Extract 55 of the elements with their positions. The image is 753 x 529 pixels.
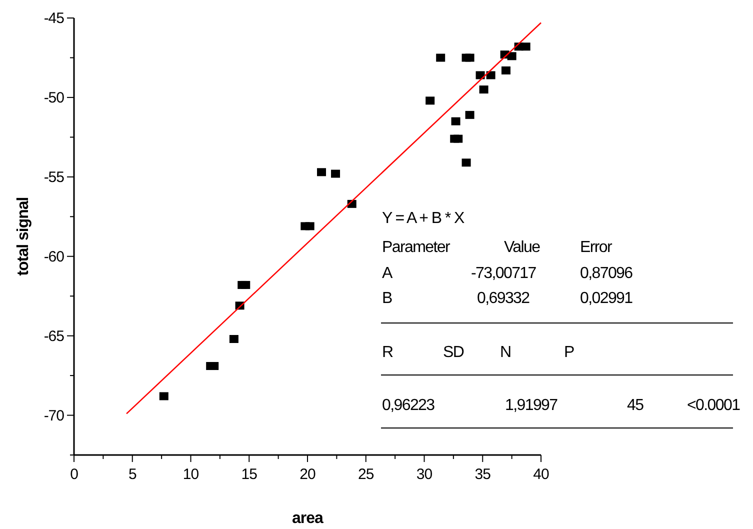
x-tick-label: 5 <box>128 466 136 483</box>
point <box>507 52 516 60</box>
annotation: N <box>500 344 511 361</box>
x-tick-label: 25 <box>358 466 374 483</box>
annotation: -73,00717 <box>471 265 537 282</box>
point <box>229 334 238 343</box>
annotation: A <box>382 265 393 282</box>
text: Error <box>580 239 614 256</box>
point <box>159 392 168 400</box>
y-tick-label: -70 <box>44 407 64 424</box>
text: <0.0001 <box>687 397 741 414</box>
point <box>426 96 435 105</box>
x-tick-label: 20 <box>300 466 316 483</box>
x-tick-label: 30 <box>416 466 432 483</box>
annotation: B <box>382 290 392 307</box>
point <box>476 71 485 80</box>
point <box>501 66 510 74</box>
x-tick-label: 40 <box>533 466 549 483</box>
y-tick-label: -45 <box>44 10 64 27</box>
annotation: R <box>382 344 393 361</box>
x-tick-label: 10 <box>182 466 199 483</box>
y-axis-title: total signal <box>15 197 32 276</box>
y-tick-label: -50 <box>44 89 64 106</box>
point <box>465 110 474 119</box>
point <box>210 362 219 370</box>
point <box>454 134 463 143</box>
point <box>486 71 496 80</box>
point <box>451 117 460 126</box>
text: P <box>564 344 574 361</box>
annotation: Value <box>504 239 541 256</box>
y-tick-label: -55 <box>44 168 64 186</box>
annotation: SD <box>443 344 464 361</box>
annotation: Y = A + B * X <box>382 210 465 227</box>
y-tick-label: -65 <box>44 328 64 345</box>
text: 0,87096 <box>580 265 634 282</box>
point <box>331 170 340 178</box>
text: 45 <box>627 397 644 414</box>
annotation: 0,96223 <box>382 397 436 414</box>
point <box>305 222 314 230</box>
point <box>241 280 250 289</box>
point <box>317 168 326 176</box>
point <box>465 54 474 62</box>
x-tick-label: 0 <box>70 466 78 483</box>
y-tick-label: -60 <box>44 248 64 266</box>
point <box>436 54 446 62</box>
annotation: Parameter <box>382 239 451 256</box>
x-axis-title: area <box>292 510 324 527</box>
x-tick-label: 35 <box>474 466 491 483</box>
point <box>462 158 471 167</box>
annotation: 0,69332 <box>477 290 530 307</box>
x-tick-label: 15 <box>241 466 258 483</box>
point <box>479 86 488 94</box>
annotation: 1,91997 <box>505 397 558 414</box>
point <box>521 42 530 51</box>
text: 0,02991 <box>580 290 634 307</box>
